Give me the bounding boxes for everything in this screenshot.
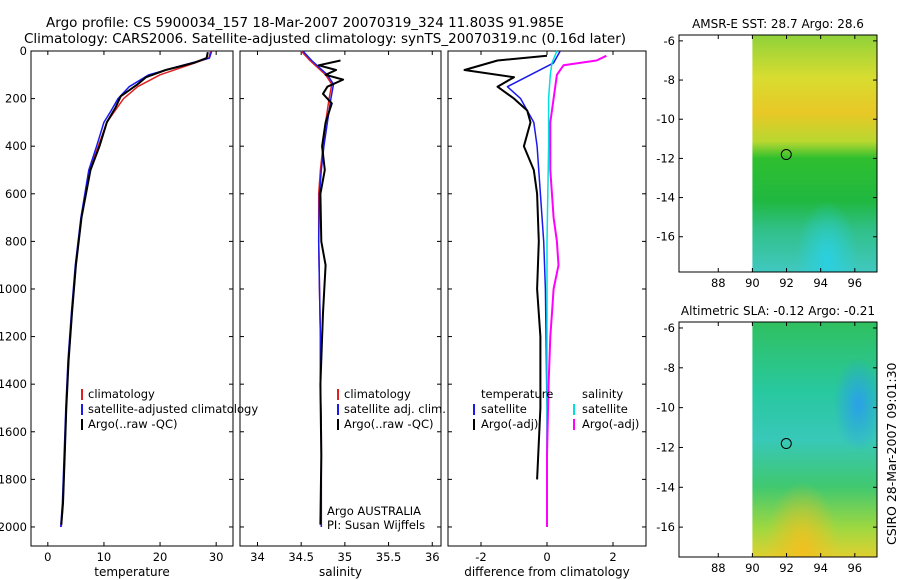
difference-legend-left-label: satellite [481,402,527,416]
salinity-series-argo-raw-qc- [317,59,345,525]
salinity-xtick-label: 36 [425,550,440,564]
temperature-ytick-label: 600 [5,187,27,201]
header-line-2: Climatology: CARS2006. Satellite-adjuste… [24,31,626,47]
temperature-ytick-label: 400 [5,139,27,153]
sla-map-xtick-label: 92 [779,561,794,575]
sla-map-ytick-label: -14 [656,480,675,494]
temperature-xtick-label: 30 [209,550,224,564]
sla-map-field-overlay [752,322,877,557]
temperature-ytick-label: 1200 [0,330,27,344]
sla-map-axes-frame [678,321,878,558]
salinity-axes-frame [239,50,442,547]
sla-map-xtick-label: 88 [711,561,726,575]
sst-map-xtick-label: 88 [711,276,726,290]
temperature-series-climatology [60,50,212,528]
timestamp-side-label: CSIRO 28-Mar-2007 09:01:30 [884,362,899,545]
temperature-ytick-label: 2000 [0,520,27,534]
difference-xtick-label: -2 [475,550,486,564]
salinity-xlabel: salinity [319,565,362,579]
salinity-series-satellite-adj-clim- [302,50,335,527]
difference-series-temperature-satellite [506,50,561,527]
difference-series-salinity-satellite [546,50,558,527]
sst-map-ytick-label: -14 [656,191,675,205]
difference-xtick-label: 0 [543,550,550,564]
salinity-xtick-label: 34.5 [288,550,314,564]
sla-map-argo-marker [780,438,792,450]
sla-map-panel: Altimetric SLA: -0.12 Argo: -0.21 88 90 92 9… [656,304,878,575]
difference-legend-right-label: satellite [582,402,628,416]
sst-map-xtick-label: 92 [779,276,794,290]
sst-map-ytick-label: -16 [656,230,675,244]
salinity-annotation: PI: Susan Wijffels [327,518,425,532]
salinity-annotation: Argo AUSTRALIA [327,504,421,518]
temperature-ytick-label: 1000 [0,282,27,296]
difference-series-temperature-argo-adj- [463,54,548,480]
difference-legend-right-label: salinity [582,387,623,401]
temperature-legend-label: climatology [88,387,155,401]
temperature-panel: 0 10 20 30 0 200 400 600 800 1000 1200 1400 1600 1800… [0,44,234,579]
temperature-ytick-label: 1400 [0,377,27,391]
sst-map-title: AMSR-E SST: 28.7 Argo: 28.6 [692,17,864,31]
difference-xtick-label: 2 [609,550,616,564]
header-line-1: Argo profile: CS 5900034_157 18-Mar-2007… [46,15,564,31]
difference-legend-left-label: Argo(-adj) [481,417,538,431]
difference-legend-right-label: Argo(-adj) [582,417,639,431]
sla-map-title: Altimetric SLA: -0.12 Argo: -0.21 [681,304,875,318]
temperature-ytick-label: 0 [20,44,27,58]
sla-map-ytick-label: -12 [656,440,675,454]
sst-map-ytick-label: -6 [664,34,675,48]
sst-map-axes-frame [678,34,878,273]
sla-map-ytick-label: -8 [664,361,675,375]
temperature-ytick-label: 800 [5,234,27,248]
salinity-legend-label: Argo(..raw -QC) [344,417,434,431]
sst-map-ytick-label: -10 [656,112,675,126]
sla-map-ytick-label: -6 [664,321,675,335]
salinity-legend-label: climatology [344,387,411,401]
temperature-ytick-label: 1600 [0,425,27,439]
sla-map-xtick-label: 94 [813,561,828,575]
temperature-legend-label: Argo(..raw -QC) [88,417,178,431]
temperature-series-satellite-adjusted-climatology [59,50,213,528]
sst-map-xtick-label: 90 [745,276,760,290]
salinity-xtick-label: 35.5 [376,550,402,564]
sst-map-argo-marker [780,149,792,161]
sst-map-ytick-label: -8 [664,73,675,87]
sst-map-panel: AMSR-E SST: 28.7 Argo: 28.6 88 90 92 94 96 -6 -… [656,17,878,290]
sla-map-xtick-label: 96 [847,561,862,575]
salinity-legend-label: satellite adj. clim. [344,402,446,416]
temperature-xlabel: temperature [94,565,169,579]
difference-series-salinity-argo-adj- [546,54,607,527]
salinity-panel: 34 34.5 35 35.5 36 salinity [239,50,442,579]
difference-xlabel: difference from climatology [464,565,630,579]
sla-map-ytick-label: -10 [656,401,675,415]
salinity-xtick-label: 34 [250,550,265,564]
sst-map-field-overlay [752,35,877,272]
temperature-series-argo-raw-qc- [60,52,209,525]
sst-map-ytick-label: -12 [656,151,675,165]
temperature-axes-frame [30,50,234,547]
sst-map-xtick-label: 94 [813,276,828,290]
salinity-xtick-label: 35 [338,550,353,564]
sst-map-xtick-label: 96 [847,276,862,290]
temperature-ytick-label: 1800 [0,472,27,486]
temperature-ytick-label: 200 [5,92,27,106]
temperature-xtick-label: 0 [44,550,51,564]
temperature-legend-label: satellite-adjusted climatology [88,402,258,416]
difference-legend-left-label: temperature [481,387,553,401]
temperature-xtick-label: 10 [97,550,112,564]
sla-map-ytick-label: -16 [656,520,675,534]
sla-map-xtick-label: 90 [745,561,760,575]
temperature-xtick-label: 20 [153,550,168,564]
